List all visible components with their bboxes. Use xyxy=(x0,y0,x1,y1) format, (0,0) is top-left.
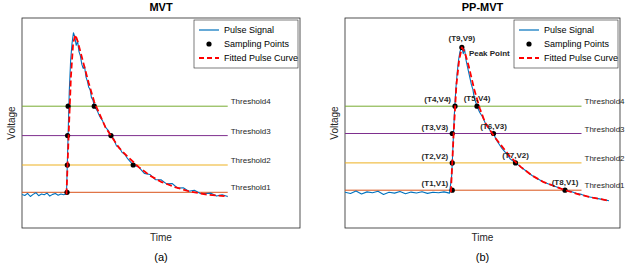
labels: Threshold1 Threshold2 Threshold3 Threshold4 xyxy=(231,97,272,192)
plot-frame xyxy=(345,18,620,228)
plot-frame xyxy=(22,18,300,228)
sampling-point xyxy=(131,162,136,167)
legend-line xyxy=(519,29,539,30)
point-label: (T1,V1) xyxy=(422,179,449,188)
legend-label: Fitted Pulse Curve xyxy=(544,53,618,63)
threshold-label: Threshold3 xyxy=(585,125,626,134)
threshold-line xyxy=(345,133,582,134)
threshold-label: Threshold4 xyxy=(585,97,626,106)
panel-label: (a) xyxy=(154,251,167,263)
legend-line xyxy=(519,57,539,59)
point-label: (T9,V9) xyxy=(449,34,476,43)
point-label: (T4,V4) xyxy=(424,95,451,104)
threshold-label: Threshold3 xyxy=(231,127,272,136)
threshold-line xyxy=(22,135,228,136)
point-label: (T8,V1) xyxy=(552,178,579,187)
annotation: Peak Point xyxy=(469,49,510,58)
threshold-label: Threshold1 xyxy=(231,183,272,192)
legend-line xyxy=(199,29,219,30)
legend: Pulse Signal Sampling Points Fitted Pulse … xyxy=(514,20,618,68)
point-label: (T3,V3) xyxy=(422,123,449,132)
legend-label: Pulse Signal xyxy=(224,25,274,35)
threshold-label: Threshold2 xyxy=(231,156,272,165)
threshold-label: Threshold2 xyxy=(585,154,626,163)
legend-marker xyxy=(526,41,531,46)
figure: MVTTimeVoltage(a)Threshold1Threshold2Thr… xyxy=(0,0,640,267)
point-label: (T2,V2) xyxy=(422,152,449,161)
x-axis-label: Time xyxy=(472,232,494,243)
legend: Pulse Signal Sampling Points Fitted Pulse … xyxy=(194,20,298,68)
y-axis-label: Voltage xyxy=(329,106,340,140)
threshold-label: Threshold1 xyxy=(585,181,626,190)
legend-label: Fitted Pulse Curve xyxy=(224,53,298,63)
legend-label: Pulse Signal xyxy=(544,25,594,35)
threshold-line xyxy=(345,106,582,107)
point-label: (T5,V4) xyxy=(464,94,491,103)
threshold-label: Threshold4 xyxy=(231,97,272,106)
legend-box xyxy=(514,20,618,68)
panel-label: (b) xyxy=(476,251,489,263)
threshold-line xyxy=(345,162,582,163)
legend-box xyxy=(194,20,298,68)
pulse-signal xyxy=(345,47,609,200)
legend-label: Sampling Points xyxy=(544,39,610,49)
y-axis-label: Voltage xyxy=(6,106,17,140)
title: PP-MVT xyxy=(462,1,504,13)
x-axis-label: Time xyxy=(150,232,172,243)
title: MVT xyxy=(149,1,173,13)
threshold-line xyxy=(22,106,228,107)
point-label: (T7,V2) xyxy=(502,151,529,160)
labels: Threshold1 Threshold2 Threshold3 Threshold4… xyxy=(422,34,625,190)
threshold-line xyxy=(22,165,228,166)
legend-marker xyxy=(206,41,211,46)
legend-label: Sampling Points xyxy=(224,39,290,49)
point-label: (T6,V3) xyxy=(480,122,507,131)
legend-line xyxy=(199,57,219,59)
threshold-line xyxy=(345,190,582,191)
